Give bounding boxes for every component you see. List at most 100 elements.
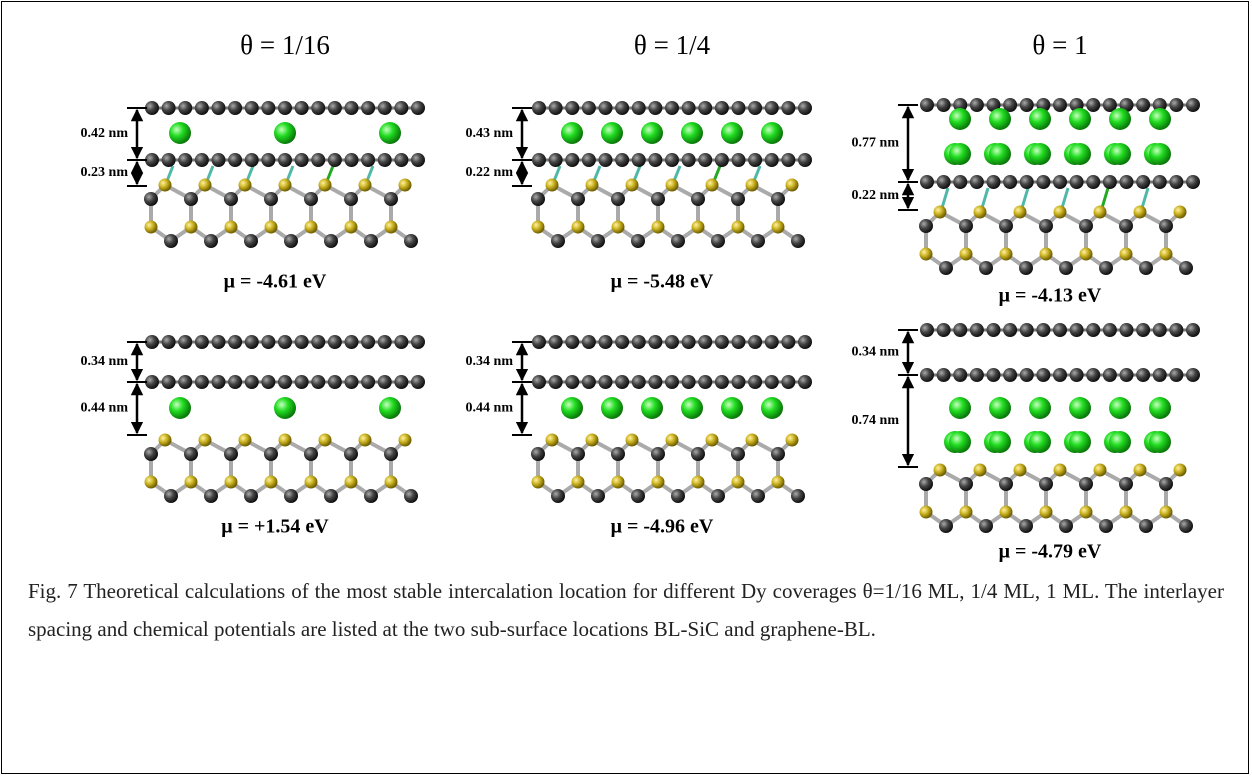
graphene-atom [1003,98,1018,112]
dy-atom [274,397,296,419]
graphene-atom [920,175,934,189]
graphene-atom [936,323,951,337]
c-atom [751,489,765,503]
graphene-atom [1069,175,1084,189]
c-atom [184,192,198,206]
graphene-atom [648,375,663,389]
c-atom [979,261,993,275]
dy-atom [601,397,623,419]
si-atom [198,178,212,192]
graphene-atom [344,335,359,349]
c-atom [1139,261,1153,275]
bond [940,187,950,209]
graphene-atom [714,375,729,389]
c-atom [631,234,645,248]
graphene-atom [394,101,409,115]
graphene-atom [548,335,563,349]
c-atom [631,489,645,503]
dy-atom [169,122,191,144]
graphene-atom [1053,175,1067,189]
si-atom [531,475,545,489]
si-atom [384,475,398,489]
graphene-atom [581,153,596,167]
si-atom [705,178,719,192]
graphene-atom [748,375,763,389]
graphene-atom [1152,368,1167,382]
c-atom [364,489,378,503]
graphene-atom [1136,368,1151,382]
graphene-atom [361,335,376,349]
column-header: θ = 1 [1032,30,1087,60]
graphene-atom [1186,98,1200,112]
c-atom [591,489,605,503]
graphene-atom [361,101,376,115]
graphene-atom [161,101,176,115]
graphene-atom [681,101,696,115]
graphene-atom [764,375,779,389]
graphene-atom [228,153,243,167]
si-atom [785,433,799,447]
graphene-atom [1186,175,1200,189]
graphene-atom [1086,98,1101,112]
dy-atom [761,397,783,419]
c-atom [304,192,318,206]
bond [365,165,375,182]
c-atom [304,447,318,461]
c-atom [1159,477,1173,491]
si-atom [785,178,799,192]
graphene-atom [681,375,696,389]
si-atom [358,433,372,447]
si-atom [1053,205,1067,219]
graphene-atom [532,153,546,167]
si-atom [144,220,158,234]
dy-atom [989,431,1011,453]
c-atom [691,447,705,461]
graphene-atom [1036,323,1051,337]
graphene-atom [698,375,713,389]
si-atom [238,178,252,192]
si-atom [973,463,987,477]
bond [592,165,602,182]
si-atom [1093,463,1107,477]
c-atom [711,234,725,248]
c-atom [1019,519,1033,533]
graphene-atom [1019,175,1034,189]
graphene-atom [261,101,276,115]
graphene-atom [764,153,779,167]
si-atom [1013,463,1027,477]
graphene-atom [969,323,984,337]
graphene-atom [598,375,613,389]
spacing-label: 0.34 nm [81,354,129,369]
c-atom [999,219,1013,233]
c-atom [344,447,358,461]
graphene-atom [228,101,243,115]
si-atom [531,220,545,234]
graphene-atom [648,101,663,115]
graphene-atom [361,375,376,389]
graphene-atom [532,335,546,349]
graphene-atom [145,375,159,389]
graphene-atom [377,375,392,389]
graphene-atom [278,153,292,167]
graphene-atom [565,101,580,115]
si-atom [344,220,358,234]
graphene-atom [681,335,696,349]
c-atom [384,192,398,206]
c-atom [1159,219,1173,233]
graphene-atom [731,335,746,349]
c-atom [731,447,745,461]
dy-atom [1109,397,1131,419]
chemical-potential: μ = -4.13 eV [999,285,1102,307]
graphene-atom [781,153,796,167]
si-atom [264,220,278,234]
si-atom [973,205,987,219]
si-atom [625,433,639,447]
dy-atom [641,397,663,419]
si-atom [933,463,947,477]
c-atom [1079,219,1093,233]
graphene-atom [1102,98,1117,112]
graphene-atom [1186,368,1200,382]
si-atom [224,475,238,489]
graphene-atom [194,101,209,115]
c-atom [611,192,625,206]
